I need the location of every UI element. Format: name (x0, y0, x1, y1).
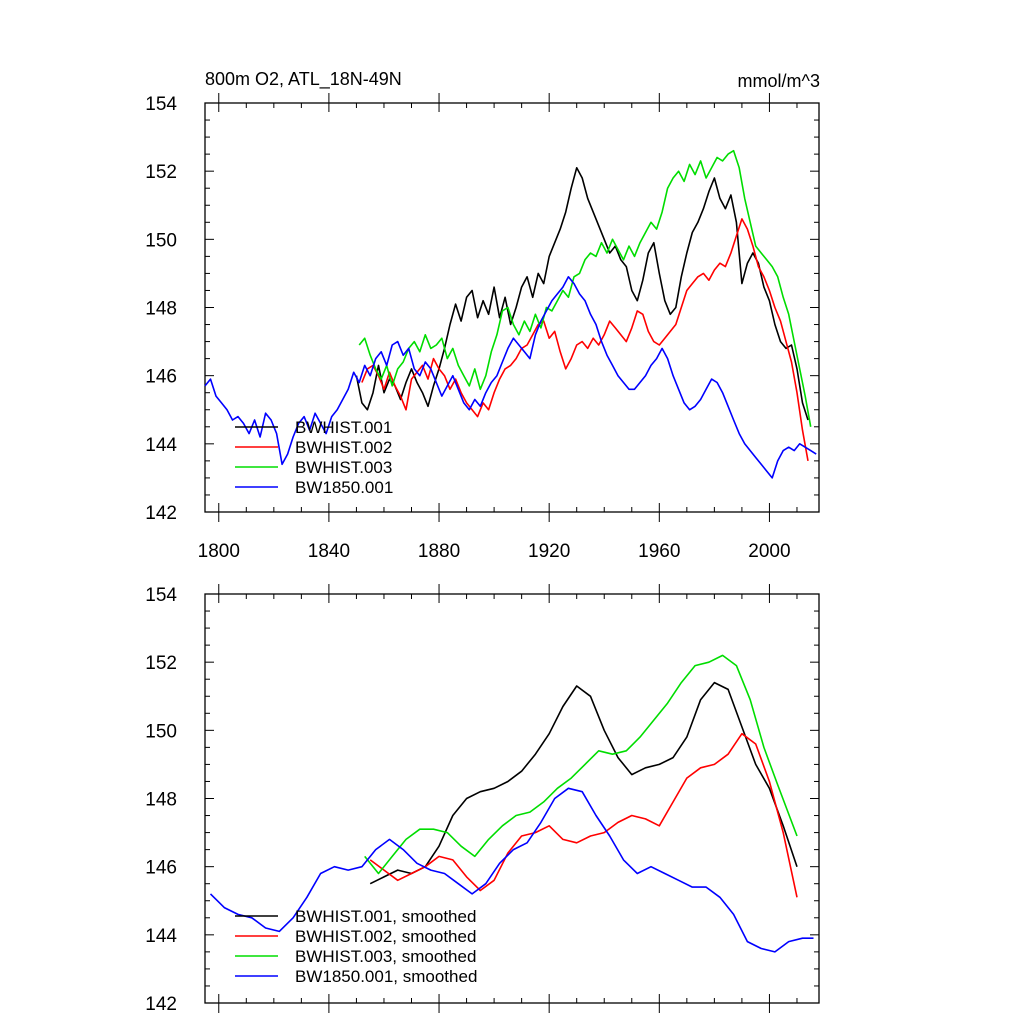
chart-title: 800m O2, ATL_18N-49N (205, 69, 402, 90)
series-line (361, 218, 809, 462)
series-line (209, 787, 814, 953)
x-tick-label: 1960 (638, 541, 680, 562)
y-tick-label: 148 (145, 299, 177, 320)
y-tick-label: 146 (145, 367, 177, 388)
series-line (204, 276, 817, 479)
y-tick-label: 142 (145, 994, 177, 1015)
y-tick-label: 154 (145, 585, 177, 606)
y-tick-label: 146 (145, 858, 177, 879)
legend-label: BW1850.001, smoothed (295, 967, 477, 986)
y-tick-label: 152 (145, 653, 177, 674)
units-label: mmol/m^3 (738, 71, 820, 91)
x-tick-label: 2000 (748, 541, 790, 562)
legend-label: BWHIST.001, smoothed (295, 907, 476, 926)
y-tick-label: 144 (145, 435, 177, 456)
legend-label: BWHIST.003 (295, 458, 392, 477)
y-tick-label: 148 (145, 790, 177, 811)
x-tick-label: 1840 (308, 541, 350, 562)
series-line (369, 732, 798, 898)
bottom-panel: 142 144 146 148 150 152 154 BWHIST.001, smoothe… (145, 584, 820, 1015)
legend-label: BW1850.001 (295, 478, 393, 497)
legend-label: BWHIST.002, smoothed (295, 927, 476, 946)
series-line (355, 167, 809, 421)
x-tick-label: 1920 (528, 541, 570, 562)
y-tick-label: 144 (145, 926, 177, 947)
y-tick-label: 150 (145, 721, 177, 742)
y-tick-label: 150 (145, 230, 177, 251)
y-tick-label: 154 (145, 94, 177, 115)
top-panel: 142 144 146 148 150 152 154 1800 1840 1880 1920 196… (145, 93, 820, 562)
legend-label: BWHIST.003, smoothed (295, 947, 476, 966)
series-line (358, 149, 812, 427)
series-line (364, 654, 798, 875)
legend-label: BWHIST.001 (295, 418, 392, 437)
x-tick-label: 1880 (418, 541, 460, 562)
series-line (369, 681, 798, 885)
x-tick-label: 1800 (198, 541, 240, 562)
y-tick-label: 152 (145, 162, 177, 183)
y-tick-label: 142 (145, 503, 177, 524)
legend-label: BWHIST.002 (295, 438, 392, 457)
